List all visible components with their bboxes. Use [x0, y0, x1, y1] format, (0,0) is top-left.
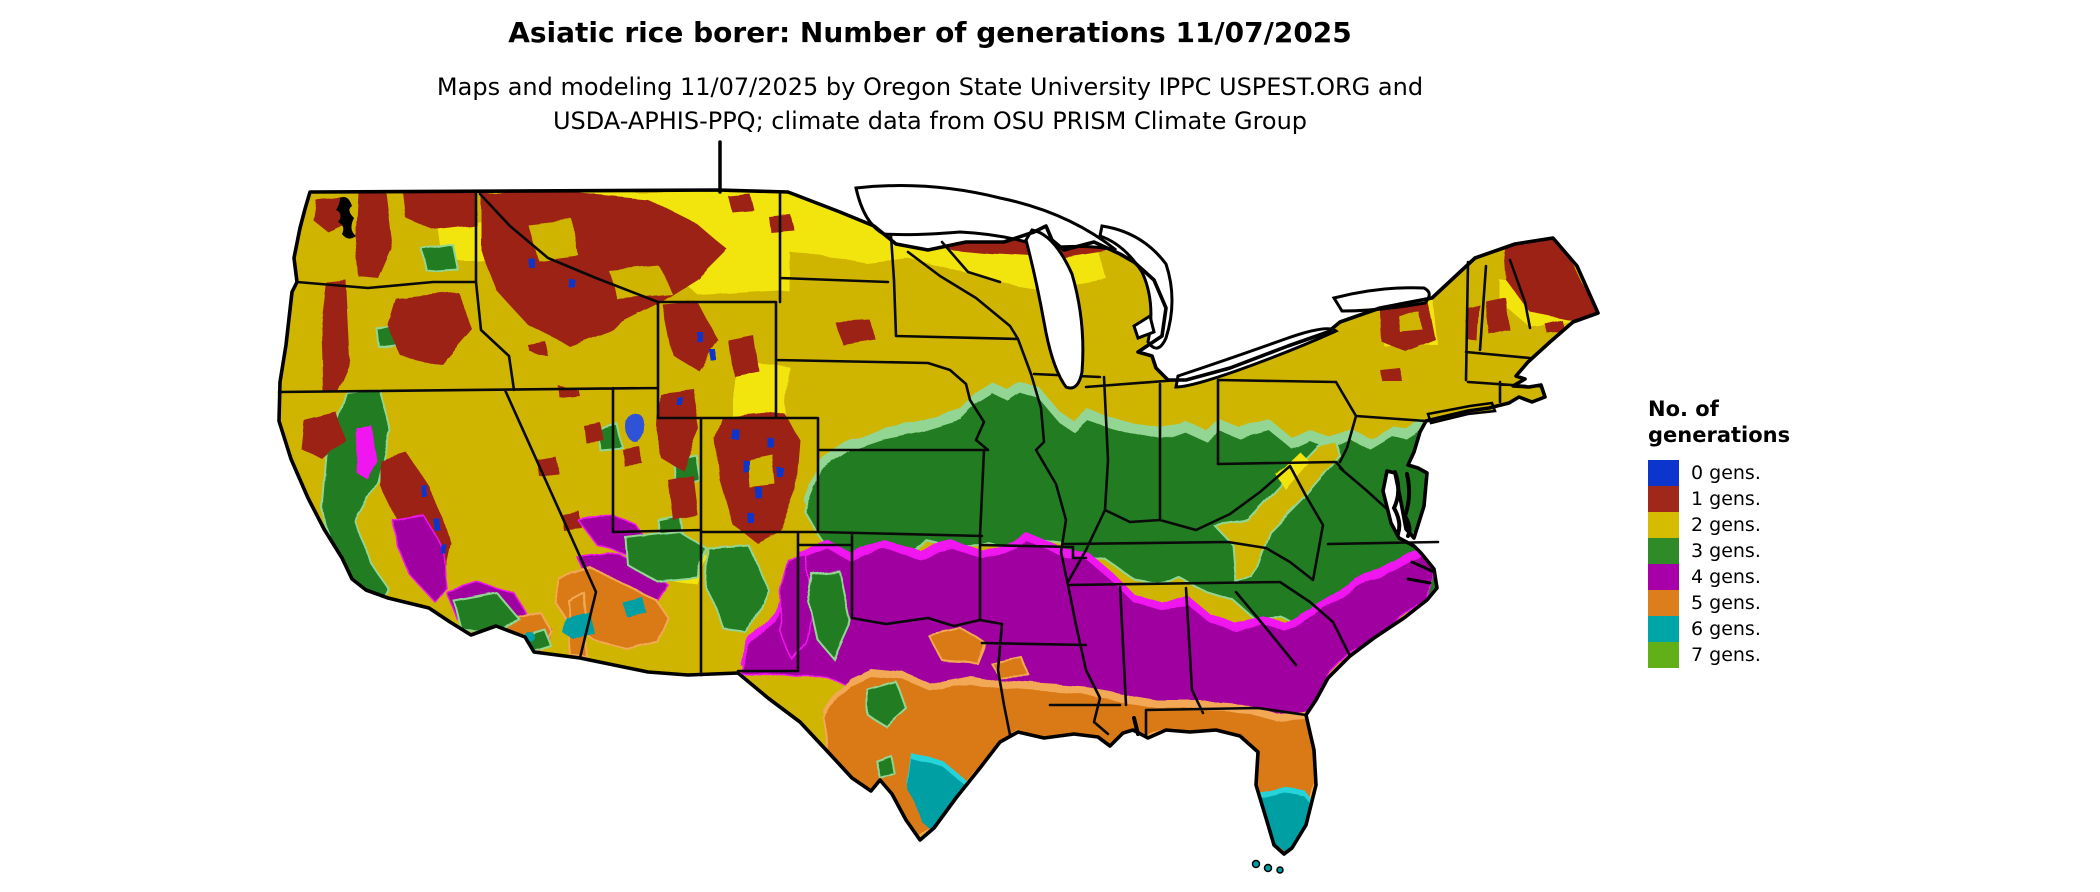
florida-keys	[1251, 859, 1284, 874]
raster-zones	[279, 190, 1598, 854]
legend-label: 1 gens.	[1691, 488, 1761, 510]
legend-label: 7 gens.	[1691, 644, 1761, 666]
zone-1gens	[300, 192, 1596, 575]
map-container	[228, 130, 1628, 892]
subtitle-line-2: USDA-APHIS-PPQ; climate data from OSU PR…	[552, 107, 1308, 135]
legend-row: 7 gens.	[1648, 642, 1908, 668]
legend-row: 5 gens.	[1648, 590, 1908, 616]
subtitle-line-1: Maps and modeling 11/07/2025 by Oregon S…	[436, 73, 1424, 101]
legend-rows: 0 gens. 1 gens. 2 gens. 3 gens. 4 gens. …	[1648, 460, 1908, 668]
legend-swatch	[1648, 564, 1679, 590]
legend-row: 3 gens.	[1648, 538, 1908, 564]
legend-row: 1 gens.	[1648, 486, 1908, 512]
legend-label: 2 gens.	[1691, 514, 1761, 536]
legend-row: 0 gens.	[1648, 460, 1908, 486]
legend-label: 3 gens.	[1691, 540, 1761, 562]
legend-row: 6 gens.	[1648, 616, 1908, 642]
legend-label: 4 gens.	[1691, 566, 1761, 588]
legend: No. of generations 0 gens. 1 gens. 2 gen…	[1648, 396, 1908, 668]
us-generations-map	[277, 140, 1600, 874]
legend-title: No. of generations	[1648, 396, 1908, 448]
legend-title-line-2: generations	[1648, 423, 1791, 447]
map-subtitle: Maps and modeling 11/07/2025 by Oregon S…	[0, 70, 1860, 138]
legend-row: 4 gens.	[1648, 564, 1908, 590]
pamlico-sound	[1406, 560, 1434, 585]
puget-sound	[336, 197, 356, 239]
legend-label: 6 gens.	[1691, 618, 1761, 640]
legend-row: 2 gens.	[1648, 512, 1908, 538]
page-title: Asiatic rice borer: Number of generation…	[0, 16, 1860, 49]
saginaw-bay	[1132, 313, 1156, 340]
legend-title-line-1: No. of	[1648, 397, 1719, 421]
legend-swatch	[1648, 590, 1679, 616]
legend-swatch	[1648, 642, 1679, 668]
lake-michigan	[1024, 228, 1085, 390]
legend-swatch	[1648, 616, 1679, 642]
zone-0gens	[424, 258, 784, 553]
great-salt-lake	[627, 413, 645, 443]
zone-4gens-sacramento	[354, 424, 376, 478]
legend-swatch	[1648, 460, 1679, 486]
us-outline	[277, 188, 1600, 856]
legend-label: 5 gens.	[1691, 592, 1761, 614]
legend-swatch	[1648, 538, 1679, 564]
zone-2gens-holes	[490, 220, 1423, 488]
legend-swatch	[1648, 486, 1679, 512]
legend-swatch	[1648, 512, 1679, 538]
map-title: Asiatic rice borer: Number of generation…	[508, 16, 1352, 49]
legend-label: 0 gens.	[1691, 462, 1761, 484]
